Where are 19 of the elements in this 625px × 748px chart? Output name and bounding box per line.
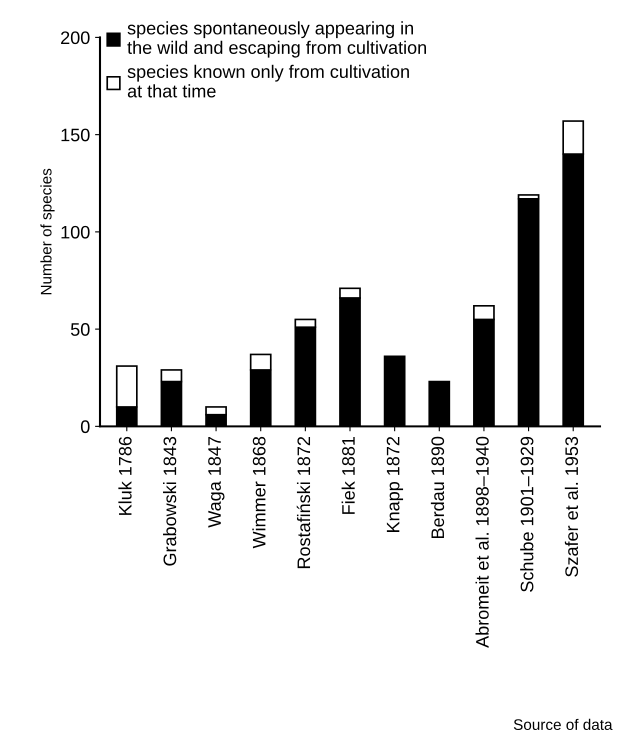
x-tick-label: Schube 1901–1929 [520,436,534,592]
x-tick-label: Abromeit et al. 1898–1940 [476,436,489,648]
x-axis-title: Source of data [514,718,613,730]
y-tick-label: 50 [70,323,90,336]
y-tick-label: 0 [80,420,90,434]
x-tick-label: Waga 1847 [208,436,224,528]
x-tick-label: Grabowski 1843 [163,436,176,566]
y-tick-label: 150 [62,128,90,142]
x-tick-label: Berdau 1890 [430,436,444,538]
legend-label: species known only from cultivation at that time [128,64,409,98]
x-tick-label: Szafer et al. 1953 [564,436,578,577]
y-axis-title: Number of species [40,168,55,294]
y-tick-label: 100 [62,226,90,239]
x-tick-label: Knapp 1872 [386,436,404,532]
x-tick-label: Wimmer 1868 [252,436,266,548]
x-tick-label: Rostafiński 1872 [296,436,310,568]
x-tick-label: Fiek 1881 [342,436,355,514]
y-tick-label: 200 [61,31,90,44]
x-tick-label: Kluk 1786 [118,436,132,515]
